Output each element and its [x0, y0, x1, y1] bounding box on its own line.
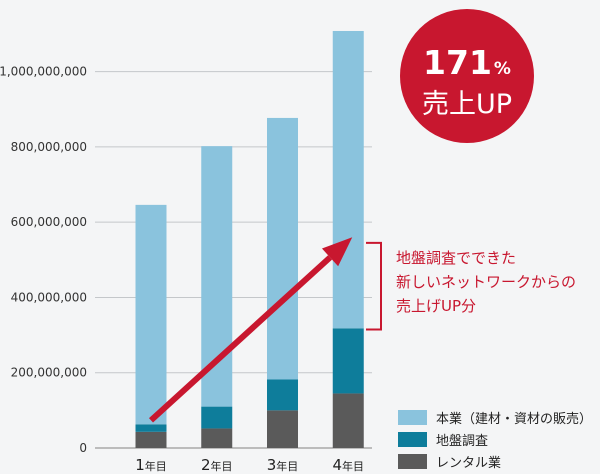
bar-segment-rental	[332, 393, 364, 448]
bar-segment-ground-survey	[267, 379, 298, 411]
bar-segment-main-business	[267, 117, 298, 380]
legend-swatch	[398, 454, 427, 469]
x-tick-suffix: 年目	[342, 459, 364, 473]
y-tick-label: 600,000,000	[11, 215, 87, 229]
legend-swatch	[398, 410, 427, 425]
arrow-shaft	[148, 255, 333, 423]
bar-segment-main-business	[332, 30, 364, 329]
arrow-head	[321, 237, 353, 267]
growth-arrow	[148, 237, 353, 423]
x-tick-label: 4年目	[332, 456, 364, 474]
legend-label: 本業（建材・資材の販売）	[436, 411, 592, 427]
legend-label: 地盤調査	[436, 434, 488, 449]
y-tick-label: 0	[79, 441, 87, 455]
annotation-text: 売上げUP分	[396, 297, 476, 315]
y-tick-label: 200,000,000	[11, 366, 87, 380]
annotation-bracket	[366, 241, 382, 331]
badge-percent: 171%	[423, 43, 511, 82]
x-tick-number: 4	[332, 456, 342, 474]
bar-segment-rental	[267, 410, 298, 448]
bar-segment-ground-survey	[332, 328, 364, 394]
bar-segment-rental	[135, 431, 167, 448]
badge-unit: %	[494, 59, 511, 79]
bar-segment-rental	[201, 428, 233, 448]
x-tick-suffix: 年目	[145, 459, 167, 473]
x-tick-suffix: 年目	[276, 459, 298, 473]
annotation-text: 新しいネットワークからの	[396, 273, 576, 291]
y-axis-ticks: 0 200,000,000 400,000,000 600,000,000 800,00…	[0, 65, 87, 455]
y-tick-label: 800,000,000	[11, 140, 87, 154]
x-axis-ticks: 1年目 2年目 3年目 4年目	[135, 456, 364, 474]
y-tick-label: 1,000,000,000	[0, 65, 87, 79]
bar-segment-ground-survey	[201, 406, 233, 429]
annotation-text: 地盤調査でできた	[396, 249, 516, 267]
y-tick-label: 400,000,000	[11, 290, 87, 304]
x-tick-number: 3	[267, 456, 277, 474]
x-tick-label: 2年目	[201, 456, 233, 474]
badge-subtitle: 売上UP	[422, 89, 512, 120]
badge-circle	[400, 9, 534, 143]
x-tick-suffix: 年目	[211, 459, 233, 473]
x-tick-number: 1	[135, 456, 145, 474]
legend-swatch	[398, 432, 427, 447]
legend-label: レンタル業	[436, 455, 501, 471]
bar-segment-ground-survey	[135, 424, 167, 432]
x-tick-number: 2	[201, 456, 211, 474]
bar-segment-main-business	[135, 204, 167, 425]
badge-number: 171	[423, 43, 492, 82]
x-tick-label: 3年目	[267, 456, 299, 474]
bars	[135, 30, 364, 448]
x-tick-label: 1年目	[135, 456, 167, 474]
growth-badge: 171 % 売上UP	[400, 9, 534, 143]
